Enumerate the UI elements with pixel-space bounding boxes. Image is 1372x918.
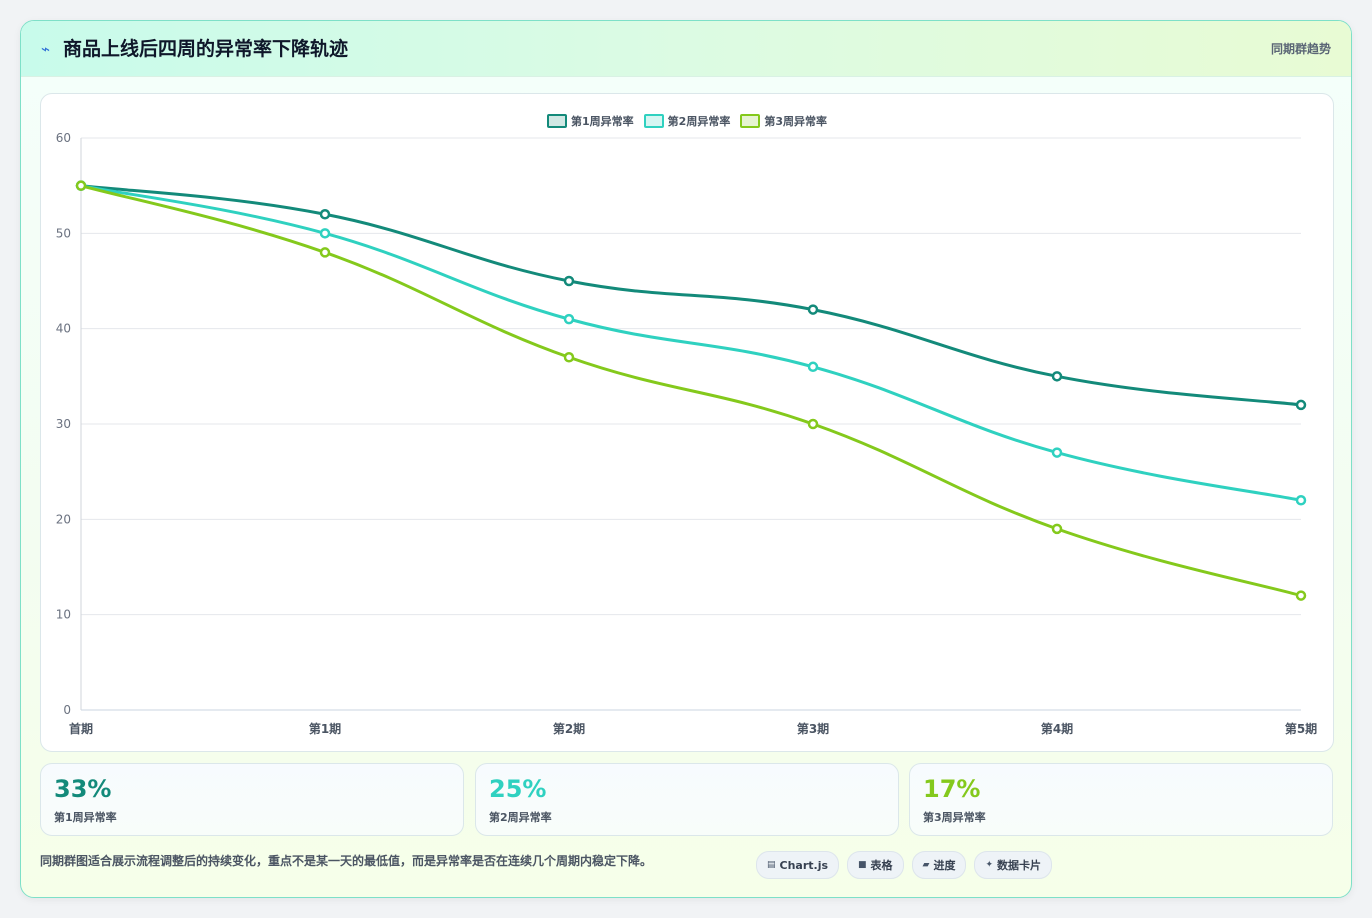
data-point-series-1 [319,209,331,220]
stat-label: 第1周异常率 [54,811,117,824]
data-point-series-3 [563,352,575,363]
data-point-series-1 [1051,371,1063,382]
sparkle-icon: ✦ [985,860,994,870]
progress-icon: ▰ [922,860,930,870]
data-point-series-3 [807,418,819,430]
chip-label: 进度 [933,859,956,872]
legend-item-series-2[interactable]: 第2周异常率 [643,112,731,130]
data-point-series-1 [807,304,819,315]
chip-progress[interactable]: ▰ 进度 [911,851,967,879]
y-tick-label: 20 [56,512,71,526]
stat-card-series-1: 33% 第1周异常率 [40,763,464,836]
data-point-series-3 [1051,523,1063,535]
chip-data-card[interactable]: ✦ 数据卡片 [974,851,1053,879]
data-point-series-2 [563,313,575,325]
data-point-series-2 [1051,447,1063,458]
y-tick-label: 10 [56,608,71,622]
legend-swatch-series-2 [643,114,664,128]
series-line-2 [79,184,1303,502]
data-point-series-3 [319,247,331,258]
y-tick-label: 0 [63,703,71,717]
x-tick-label: 第5期 [1285,721,1317,736]
y-tick-label: 50 [56,226,71,240]
chart-card: 第1周异常率 第2周异常率 第3周异常率 0 10 20 30 40 50 60 首期 第1期 第… [40,93,1334,752]
legend-label-series-2: 第2周异常率 [667,115,731,128]
stat-label: 第2周异常率 [489,811,552,824]
series-line-3 [79,184,1303,598]
y-tick-label: 40 [56,322,71,336]
stat-card-series-3: 17% 第3周异常率 [909,763,1333,836]
data-point-series-2 [1295,495,1307,506]
x-tick-label: 第4期 [1041,721,1073,736]
line-chart: 0 10 20 30 40 50 60 首期 第1期 第2期 第3期 第4期 第5期 [56,131,1317,736]
stat-value: 17% [923,775,981,803]
tech-chips: ▤ Chart.js ■ 表格 ▰ 进度 ✦ 数据卡片 [756,851,1053,879]
legend-swatch-series-3 [740,114,761,128]
footnote: 同期群图适合展示流程调整后的持续变化，重点不是某一天的最低值，而是异常率是否在连… [40,854,653,868]
page-title: 商品上线后四周的异常率下降轨迹 [63,38,349,60]
stat-value: 33% [54,775,112,803]
chart-legend: 第1周异常率 第2周异常率 第3周异常率 [41,112,1333,130]
x-tick-label: 第2期 [553,721,585,736]
x-tick-label: 第1期 [309,721,341,736]
y-tick-label: 30 [56,417,71,431]
chip-label: 数据卡片 [997,859,1042,872]
chip-chartjs[interactable]: ▤ Chart.js [756,851,840,879]
chart-panel: ⌁ 商品上线后四周的异常率下降轨迹 同期群趋势 第1周异常率 第2周异常率 第3… [20,20,1352,898]
lightning-icon: ⌁ [41,40,51,58]
chart-icon: ▤ [767,860,776,870]
legend-label-series-3: 第3周异常率 [764,115,827,128]
header-tag: 同期群趋势 [1270,42,1331,56]
chip-table[interactable]: ■ 表格 [847,851,904,879]
data-point-series-1 [1295,399,1307,411]
stat-value: 25% [489,775,547,803]
data-point-series-2 [319,228,331,239]
y-tick-label: 60 [56,131,71,145]
data-point-series-1 [563,275,575,287]
panel-header: ⌁ 商品上线后四周的异常率下降轨迹 同期群趋势 [21,21,1351,77]
legend-label-series-1: 第1周异常率 [571,115,634,128]
chip-label: Chart.js [779,858,829,872]
legend-item-series-3[interactable]: 第3周异常率 [740,112,827,130]
legend-swatch-series-1 [547,114,568,128]
stat-label: 第3周异常率 [923,811,986,824]
table-icon: ■ [858,860,867,870]
legend-item-series-1[interactable]: 第1周异常率 [547,112,634,130]
chip-label: 表格 [870,859,893,872]
stat-card-series-2: 25% 第2周异常率 [475,763,899,836]
series-line-1 [79,184,1303,407]
data-point-series-3 [1295,590,1307,601]
x-tick-label: 第3期 [797,721,829,736]
x-tick-label: 首期 [69,721,93,736]
data-point-series-3 [75,180,87,191]
data-point-series-2 [807,361,819,373]
